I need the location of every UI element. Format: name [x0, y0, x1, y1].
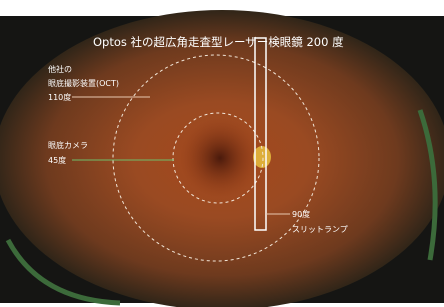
- fundus-figure: Optos 社の超広角走査型レーザー検眼鏡 200 度 他社の 眼底撮影装置(O…: [0, 0, 444, 307]
- annotation: 45度: [48, 155, 66, 165]
- annotation: スリットランプ: [292, 225, 348, 234]
- page: Optos 社の超広角走査型レーザー検眼鏡 200 度 他社の 眼底撮影装置(O…: [0, 0, 444, 307]
- annotation: 110度: [48, 92, 71, 102]
- macula: [180, 118, 260, 198]
- annotation: 眼底撮影装置(OCT): [48, 78, 119, 88]
- annotation: 眼底カメラ: [48, 140, 88, 150]
- annotation: 90度: [292, 209, 310, 219]
- annotation: 他社の: [48, 64, 72, 74]
- figure-title: Optos 社の超広角走査型レーザー検眼鏡 200 度: [93, 35, 344, 49]
